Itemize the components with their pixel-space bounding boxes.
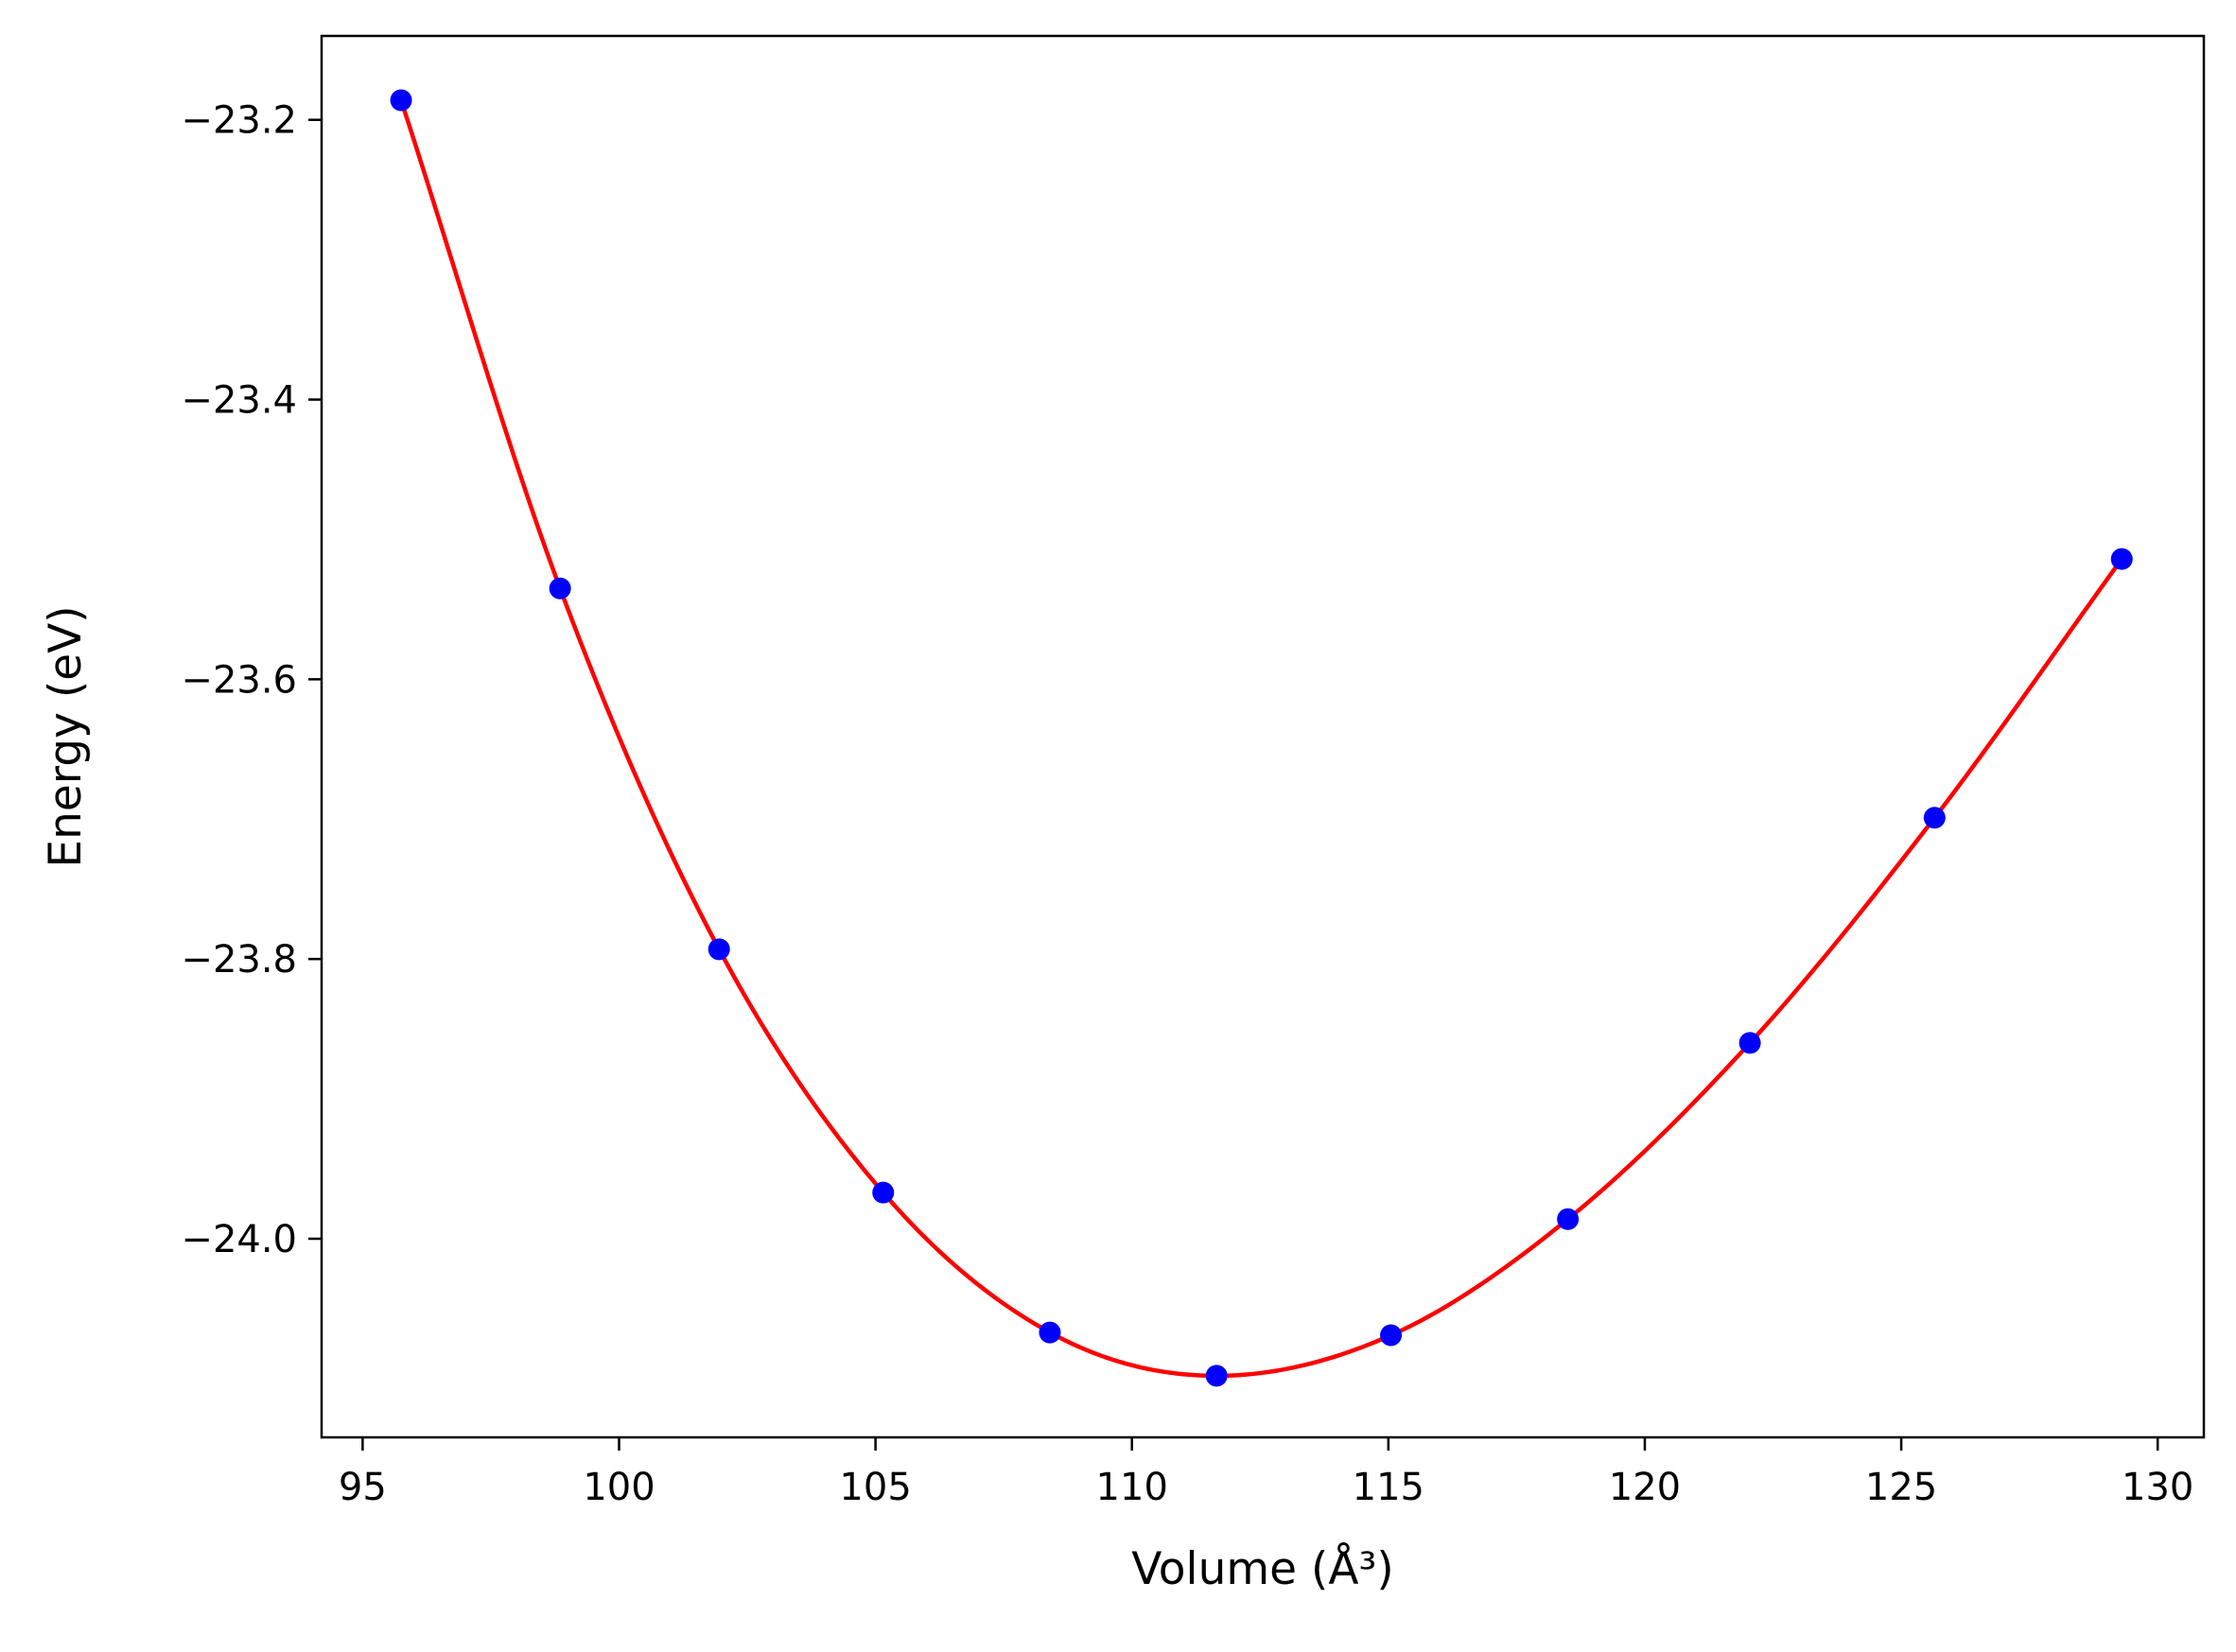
y-tick-label: −23.4	[181, 379, 297, 423]
y-tick-label: −23.2	[181, 99, 297, 143]
y-tick-label: −23.6	[181, 658, 297, 702]
x-tick-label: 100	[583, 1466, 655, 1509]
x-tick-label: 120	[1609, 1466, 1681, 1509]
x-tick-label: 125	[1865, 1466, 1937, 1509]
x-tick-label: 115	[1353, 1466, 1424, 1509]
y-axis-label: Energy (eV)	[40, 605, 92, 867]
data-point	[707, 938, 730, 961]
axes-frame	[320, 34, 2206, 1439]
data-point	[390, 89, 412, 112]
data-point	[2110, 548, 2133, 570]
fit-curve-line	[398, 99, 2124, 1379]
data-point	[549, 577, 571, 600]
x-tick-label: 110	[1096, 1466, 1168, 1509]
y-tick-label: −23.8	[181, 938, 297, 982]
x-tick-label: 105	[839, 1466, 911, 1509]
y-tick-label: −24.0	[181, 1218, 297, 1261]
data-point	[1557, 1208, 1580, 1230]
x-axis: 95 100 105 110 115 120 125 130	[339, 1437, 2193, 1509]
data-point	[1205, 1365, 1228, 1387]
y-axis: −24.0 −23.8 −23.6 −23.4 −23.2	[181, 99, 322, 1261]
data-point	[1923, 807, 1946, 829]
x-axis-label: Volume (Å³)	[1131, 1543, 1393, 1595]
data-point	[1380, 1324, 1403, 1347]
data-point	[1039, 1321, 1061, 1344]
x-tick-label: 130	[2122, 1466, 2193, 1509]
data-point	[1738, 1032, 1761, 1054]
x-tick-label: 95	[339, 1466, 387, 1509]
data-point	[872, 1181, 895, 1204]
plot-area	[390, 89, 2133, 1387]
